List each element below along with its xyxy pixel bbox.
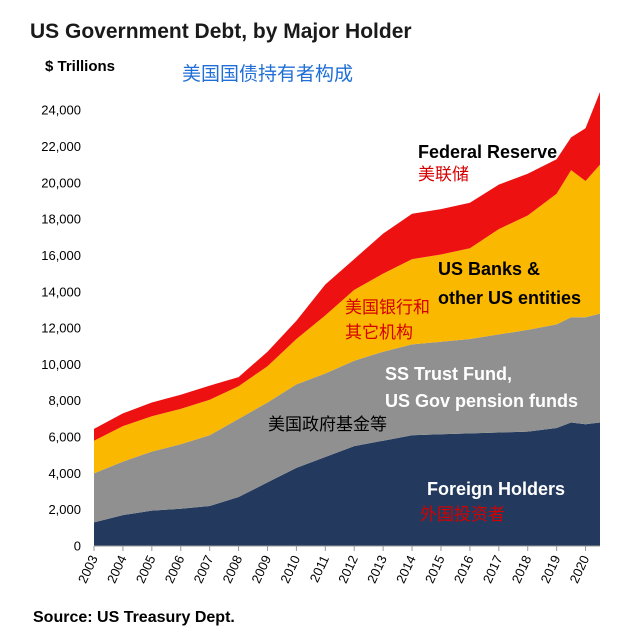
x-tick-label: 2011 [307,553,332,585]
label-federal-reserve: Federal Reserve [418,142,557,162]
x-tick-label: 2009 [248,553,274,586]
x-tick-label: 2003 [75,553,101,586]
label-foreign-holders-cn: 外国投资者 [420,505,505,525]
x-tick-label: 2015 [422,553,448,586]
y-axis: 0 2,000 4,000 6,000 8,000 10,000 12,000 14,000 1… [41,103,81,554]
area-series-group [94,92,600,546]
x-tick-label: 2013 [364,553,390,586]
x-tick-label: 2004 [104,553,130,586]
y-tick-label: 20,000 [41,175,81,190]
y-tick-label: 0 [74,539,81,554]
y-axis-label: $ Trillions [45,58,115,75]
area-foreign-holders [94,422,600,546]
x-tick-label: 2018 [509,553,535,586]
label-ss-trust-2: US Gov pension funds [385,391,578,411]
area-us-banks-other-us-entities [94,164,600,474]
y-tick-label: 10,000 [41,357,81,372]
label-us-banks-2: other US entities [438,288,581,308]
x-tick-label: 2006 [162,553,188,586]
y-tick-label: 14,000 [41,284,81,299]
area-federal-reserve [94,92,600,441]
chart-title-cn: 美国国债持有者构成 [182,63,353,85]
x-tick-label: 2008 [219,553,245,586]
label-ss-trust-1: SS Trust Fund, [385,364,512,384]
x-tick-label: 2017 [480,553,506,586]
x-tick-label: 2010 [277,553,303,586]
area-ss-trust-fund-us-gov-pension-funds [94,313,600,523]
source-note: Source: US Treasury Dept. [33,609,235,626]
y-tick-label: 6,000 [48,430,81,445]
y-tick-label: 24,000 [41,103,81,118]
x-tick-label: 2019 [538,553,564,586]
y-tick-label: 16,000 [41,248,81,263]
x-tick-label: 2014 [393,553,419,586]
y-tick-label: 22,000 [41,139,81,154]
x-tick-label: 2005 [133,553,159,586]
y-tick-label: 8,000 [48,393,81,408]
y-tick-label: 4,000 [48,466,81,481]
label-federal-reserve-cn: 美联储 [418,165,469,185]
x-tick-label: 2016 [451,553,477,586]
x-tick-label: 2007 [191,553,217,586]
chart-title: US Government Debt, by Major Holder [30,20,412,43]
x-tick-label: 2012 [335,553,361,586]
x-axis: 2003 2004 2005 2006 2007 2008 2009 2010 2011 2012… [75,545,600,586]
label-ss-trust-cn: 美国政府基金等 [268,415,387,435]
label-us-banks-cn-2: 其它机构 [345,323,413,343]
x-tick-label: 2020 [566,553,592,586]
label-us-banks-cn-1: 美国银行和 [345,298,430,318]
y-tick-label: 18,000 [41,212,81,227]
y-tick-label: 12,000 [41,321,81,336]
label-foreign-holders: Foreign Holders [427,479,565,499]
y-tick-label: 2,000 [48,502,81,517]
label-us-banks-1: US Banks & [438,259,540,279]
